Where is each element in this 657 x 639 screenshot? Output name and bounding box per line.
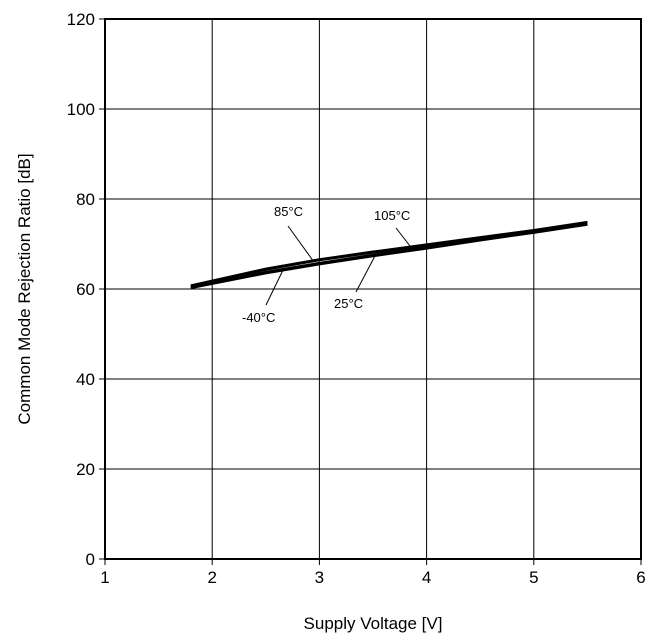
y-tick-label: 100	[67, 100, 95, 119]
x-tick-label: 1	[100, 568, 109, 587]
annotation-105c: 105°C	[374, 208, 411, 247]
series-line-3	[190, 220, 588, 287]
annotation-25c-leader	[355, 253, 377, 293]
x-tick-label: 5	[529, 568, 538, 587]
annotation-105c-label: 105°C	[374, 208, 410, 223]
annotation-85c: 85°C	[274, 204, 315, 263]
annotation-m40c-label: -40°C	[242, 310, 275, 325]
x-tick-label: 4	[422, 568, 431, 587]
y-tick-label: 20	[76, 460, 95, 479]
x-tick-label: 6	[636, 568, 645, 587]
y-tick-labels: 0 20 40 60 80 100 120	[67, 10, 105, 569]
annotation-m40c-leader	[265, 267, 285, 306]
grid-lines	[105, 19, 641, 559]
y-axis-title: Common Mode Rejection Ratio [dB]	[15, 153, 34, 424]
series-line-0	[190, 223, 588, 290]
y-tick-label: 120	[67, 10, 95, 29]
annotation-25c-label: 25°C	[334, 296, 363, 311]
annotation-85c-label: 85°C	[274, 204, 303, 219]
y-tick-label: 80	[76, 190, 95, 209]
y-tick-label: 40	[76, 370, 95, 389]
annotation-25c: 25°C	[334, 253, 377, 311]
x-tick-label: 3	[315, 568, 324, 587]
annotation-m40c: -40°C	[242, 267, 285, 325]
series-group	[190, 220, 588, 290]
x-tick-labels: 1 2 3 4 5 6	[100, 559, 646, 587]
y-tick-label: 0	[86, 550, 95, 569]
x-tick-label: 2	[207, 568, 216, 587]
annotation-85c-leader	[287, 225, 315, 263]
series-line-1	[190, 222, 588, 289]
x-axis-title: Supply Voltage [V]	[304, 614, 443, 633]
annotation-105c-leader	[395, 227, 411, 247]
y-tick-label: 60	[76, 280, 95, 299]
